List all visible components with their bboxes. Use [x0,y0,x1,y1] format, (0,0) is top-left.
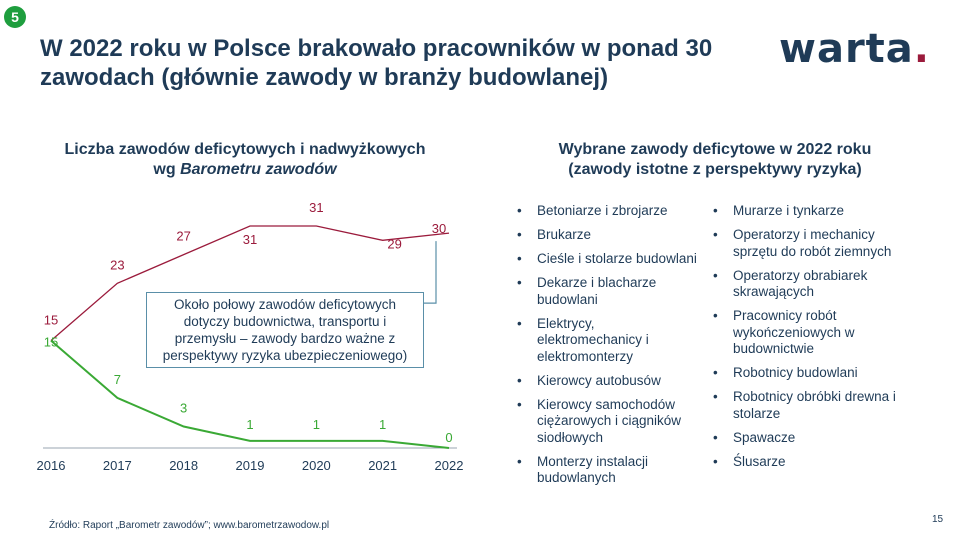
data-label: 0 [445,430,452,445]
logo-dot: . [913,26,930,72]
occupations-title-line-1: Wybrane zawody deficytowe w 2022 roku [558,141,872,158]
note-line-4: perspektywy ryzyka ubezpieczeniowego) [162,348,408,363]
list-item: Operatorzy obrabiarek skrawających [713,268,918,301]
occupations-list-left: Betoniarze i zbrojarze Brukarze Cieśle i… [517,203,697,494]
list-item: Pracownicy robót wykończeniowych w budow… [713,308,918,358]
data-label: 7 [114,372,121,387]
data-label: 1 [313,417,320,432]
chart-title-italic: Barometru zawodów [180,161,337,178]
occupations-title-line-2: (zawody istotne z perspektywy ryzyka) [568,161,862,178]
list-item: Kierowcy samochodów ciężarowych i ciągni… [517,397,697,447]
series-line [50,339,450,449]
note-line-3: przemysłu – zawody bardzo ważne z [174,331,396,346]
chart-title-prefix: wg [153,161,181,178]
list-item: Cieśle i stolarze budowlani [517,251,697,268]
data-label: 27 [176,229,190,244]
chart-title-line-1: Liczba zawodów deficytowych i nadwyżkowy… [64,141,426,158]
note-line-1: Około połowy zawodów deficytowych [173,297,397,312]
data-label: 1 [246,417,253,432]
slide-number-badge: 5 [4,6,26,28]
list-item: Elektrycy, elektromechanicy i elektromon… [517,316,697,366]
list-item: Kierowcy autobusów [517,373,697,390]
list-item: Ślusarze [713,454,918,471]
x-tick-label: 2022 [435,458,464,473]
occupations-list-right: Murarze i tynkarze Operatorzy i mechanic… [713,203,918,478]
list-item: Monterzy instalacji budowlanych [517,454,697,487]
callout-note: Około połowy zawodów deficytowych dotycz… [146,292,424,368]
x-tick-label: 2017 [103,458,132,473]
warta-logo: warta. [779,26,930,72]
data-label: 23 [110,257,124,272]
list-item: Robotnicy obróbki drewna i stolarze [713,389,918,422]
series-line [50,225,450,342]
x-tick-label: 2018 [169,458,198,473]
list-item: Operatorzy i mechanicy sprzętu do robót … [713,227,918,260]
data-label: 31 [309,200,323,215]
data-label: 15 [44,313,58,328]
data-label: 29 [387,236,401,251]
chart-title: Liczba zawodów deficytowych i nadwyżkowy… [40,140,450,180]
slide-title-line-2: zawodach (głównie zawody w branży budowl… [40,64,609,91]
x-tick-label: 2020 [302,458,331,473]
list-item: Betoniarze i zbrojarze [517,203,697,220]
data-label: 31 [243,232,257,247]
data-label: 15 [44,335,58,350]
data-label: 30 [432,221,446,236]
source-note: Źródło: Raport „Barometr zawodów”; www.b… [49,520,330,531]
page-number: 15 [932,514,944,525]
x-tick-label: 2021 [368,458,397,473]
x-tick-label: 2016 [37,458,66,473]
list-item: Spawacze [713,430,918,447]
slide-title: W 2022 roku w Polsce brakowało pracownik… [40,34,760,92]
list-item: Dekarze i blacharze budowlani [517,275,697,308]
logo-text: warta [779,26,914,72]
chart-title-line-2: wg Barometru zawodów [40,160,450,180]
x-tick-label: 2019 [236,458,265,473]
list-item: Robotnicy budowlani [713,365,918,382]
list-item: Brukarze [517,227,697,244]
note-line-2: dotyczy budownictwa, transportu i [183,314,387,329]
slide-title-line-1: W 2022 roku w Polsce brakowało pracownik… [40,35,713,62]
data-label: 3 [180,401,187,416]
list-item: Murarze i tynkarze [713,203,918,220]
occupations-title: Wybrane zawody deficytowe w 2022 roku (z… [520,140,910,180]
data-label: 1 [379,417,386,432]
